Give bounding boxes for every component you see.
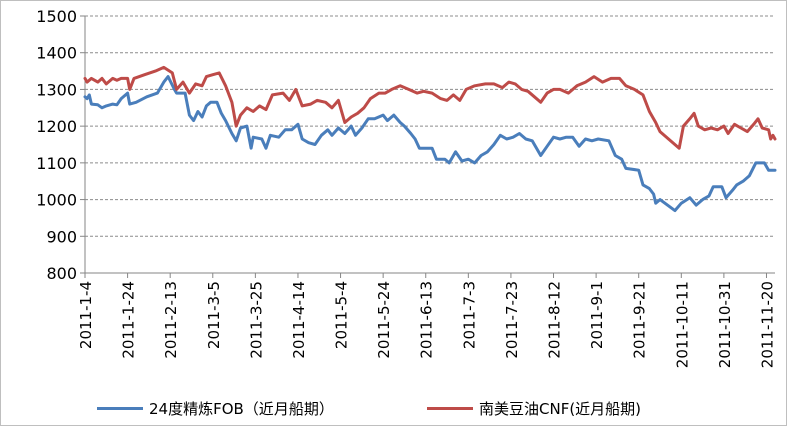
axes [84, 16, 775, 274]
y-tick-label-1000: 1000 [36, 191, 77, 210]
legend-swatch-cnf [427, 406, 473, 410]
x-tick-label-3: 2011-3-5 [205, 281, 223, 349]
x-tick-label-16: 2011-11-20 [758, 281, 776, 368]
x-tick-label-11: 2011-8-12 [546, 281, 564, 359]
legend-label-cnf: 南美豆油CNF(近月船期) [479, 399, 642, 418]
x-tick-label-8: 2011-6-13 [418, 281, 436, 359]
x-tick-label-5: 2011-4-14 [290, 281, 308, 359]
x-tick-label-9: 2011-7-3 [460, 281, 478, 349]
y-axis-tick-labels: 800 900 1000 1100 1200 1300 1400 1500 [36, 7, 77, 283]
series-line-0 [83, 75, 777, 213]
legend-swatch-fob [97, 406, 143, 410]
y-tick-label-900: 900 [46, 227, 77, 246]
y-tick-label-1500: 1500 [36, 7, 77, 26]
y-tick-label-1400: 1400 [36, 44, 77, 63]
y-tick-label-1300: 1300 [36, 80, 77, 99]
x-tick-label-15: 2011-10-31 [716, 281, 734, 368]
x-tick-label-0: 2011-1-4 [77, 281, 95, 349]
x-tick-label-6: 2011-5-4 [333, 281, 351, 349]
x-axis-tick-labels: 2011-1-4 2011-1-24 2011-2-13 2011-3-5 2011-3… [77, 281, 776, 368]
series-lines [83, 65, 777, 213]
legend-label-fob: 24度精炼FOB（近月船期） [149, 399, 334, 418]
legend-item-fob: 24度精炼FOB（近月船期） [97, 397, 334, 419]
legend-item-cnf: 南美豆油CNF(近月船期) [427, 397, 641, 419]
series-line-1 [83, 65, 777, 150]
x-tick-label-4: 2011-3-25 [247, 281, 265, 359]
x-tick-label-7: 2011-5-24 [375, 281, 393, 359]
y-tick-label-1200: 1200 [36, 117, 77, 136]
y-tick-label-1100: 1100 [36, 154, 77, 173]
x-tick-label-14: 2011-10-11 [673, 281, 691, 368]
x-tick-label-1: 2011-1-24 [120, 281, 138, 359]
x-tick-label-12: 2011-9-1 [588, 281, 606, 349]
x-tick-label-13: 2011-9-21 [631, 281, 649, 359]
grid-lines [80, 15, 775, 278]
x-tick-label-2: 2011-2-13 [162, 281, 180, 359]
x-tick-label-10: 2011-7-23 [503, 281, 521, 359]
y-tick-label-800: 800 [46, 264, 77, 283]
